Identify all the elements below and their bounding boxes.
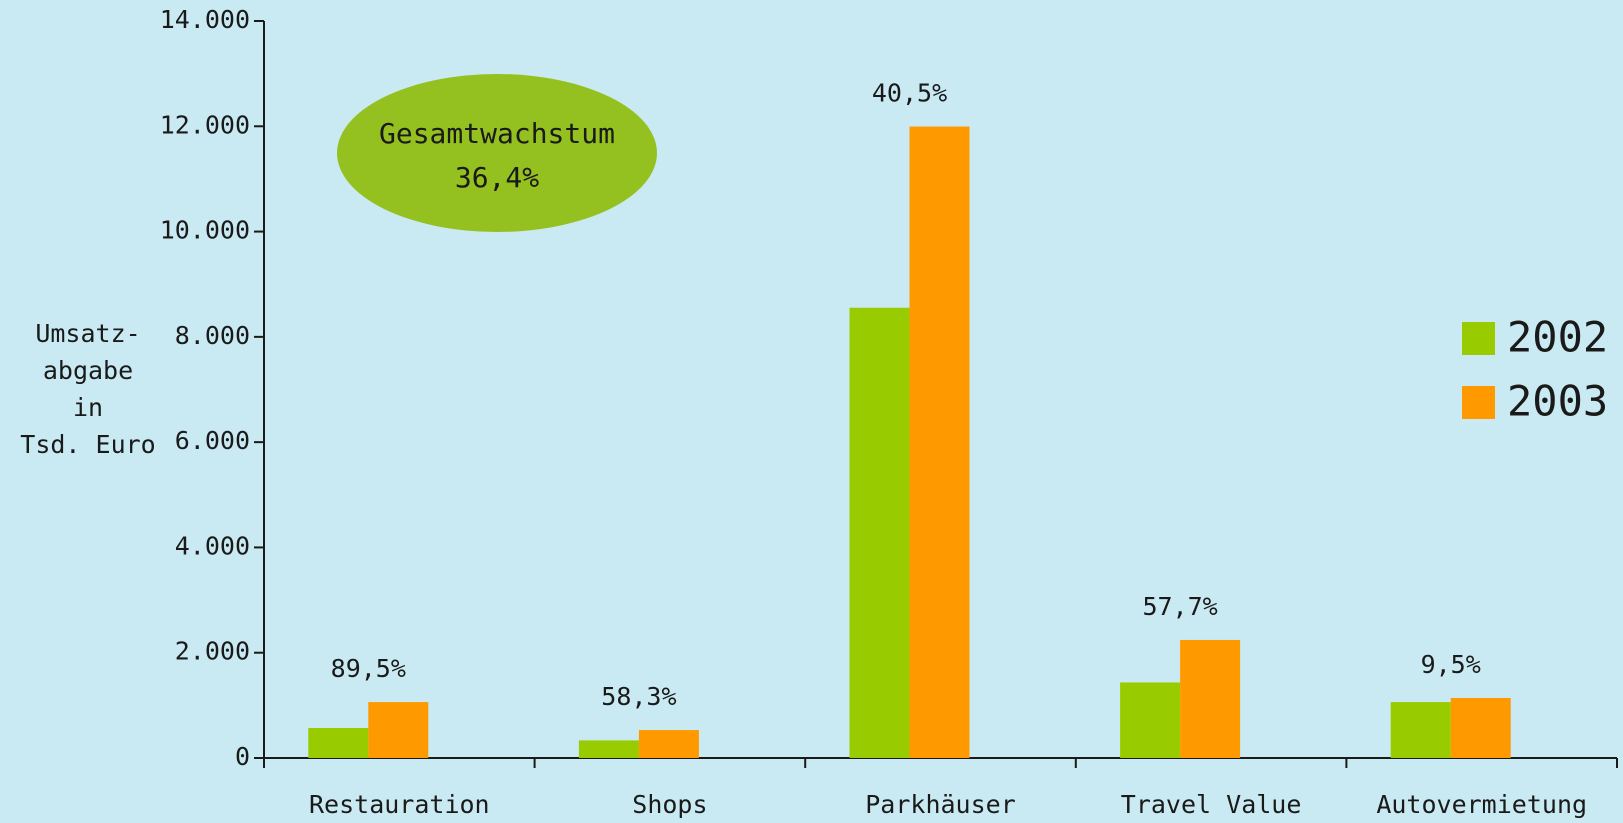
y-axis-label: abgabe (43, 356, 133, 385)
y-tick-label: 14.000 (160, 5, 250, 34)
bar (1450, 697, 1511, 758)
bar (1390, 702, 1451, 758)
y-tick-label: 10.000 (160, 216, 250, 245)
callout-ellipse (337, 74, 657, 232)
growth-label: 9,5% (1421, 650, 1481, 679)
growth-label: 40,5% (872, 79, 947, 108)
y-tick-label: 0 (235, 742, 250, 771)
legend-label: 2003 (1507, 377, 1608, 426)
growth-label: 57,7% (1142, 592, 1217, 621)
x-tick-label: Autovermietung (1376, 790, 1587, 819)
bar (1180, 639, 1241, 758)
bar (909, 126, 970, 758)
callout-text: Gesamtwachstum (379, 117, 615, 150)
bar (849, 307, 910, 758)
x-tick-label: Parkhäuser (865, 790, 1016, 819)
y-tick-label: 12.000 (160, 110, 250, 139)
legend-label: 2002 (1507, 313, 1608, 362)
bar (638, 730, 699, 758)
growth-label: 89,5% (331, 654, 406, 683)
y-axis-label: Tsd. Euro (20, 430, 155, 459)
legend-swatch (1462, 322, 1495, 355)
bar (1120, 682, 1181, 758)
bar (578, 740, 639, 758)
callout-text: 36,4% (455, 161, 539, 194)
y-axis-label: Umsatz- (35, 319, 140, 348)
y-tick-label: 4.000 (175, 531, 250, 560)
growth-label: 58,3% (601, 682, 676, 711)
bar (368, 702, 429, 758)
x-tick-label: Travel Value (1121, 790, 1302, 819)
y-tick-label: 6.000 (175, 426, 250, 455)
legend-swatch (1462, 386, 1495, 419)
y-tick-label: 2.000 (175, 637, 250, 666)
y-axis-label: in (73, 393, 103, 422)
bar (308, 727, 369, 758)
x-tick-label: Shops (632, 790, 707, 819)
x-tick-label: Restauration (309, 790, 490, 819)
y-tick-label: 8.000 (175, 321, 250, 350)
